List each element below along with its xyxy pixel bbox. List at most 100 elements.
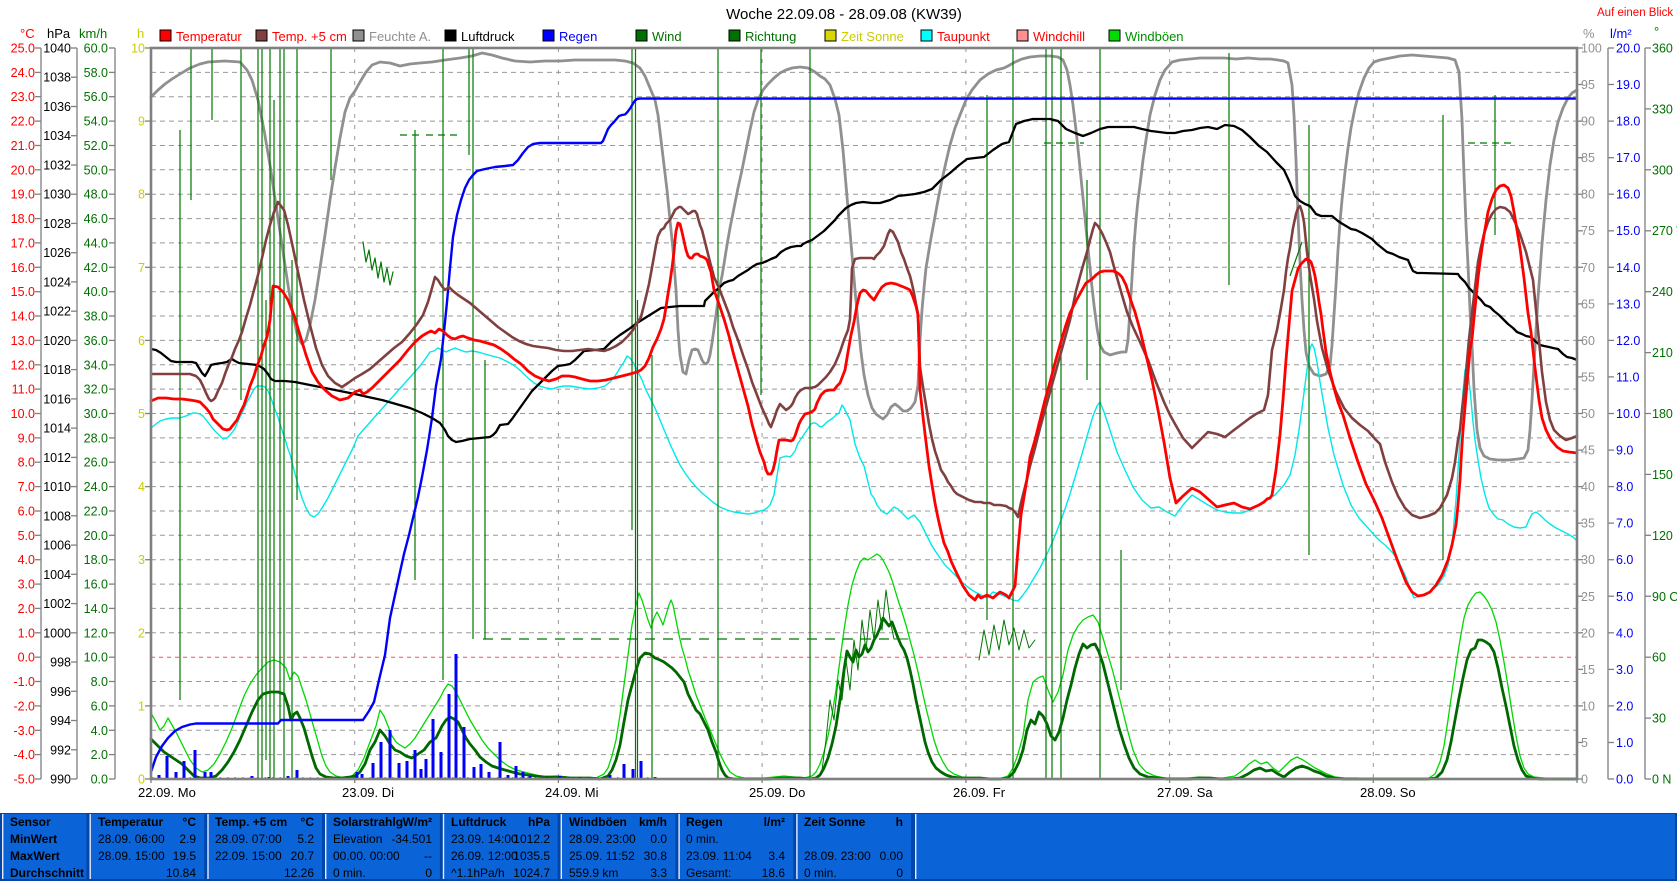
svg-text:Temperatur: Temperatur [176,29,242,44]
svg-text:5.0: 5.0 [18,529,35,543]
svg-text:55: 55 [1581,370,1595,384]
svg-text:992: 992 [50,743,71,757]
svg-text:8.0: 8.0 [1616,480,1633,494]
svg-text:11.0: 11.0 [12,383,35,397]
svg-text:°C: °C [183,815,197,829]
svg-text:3.3: 3.3 [650,866,667,880]
svg-text:Auf einen Blick ...: Auf einen Blick ... [1597,7,1677,19]
svg-text:10: 10 [131,42,145,56]
svg-text:14.0: 14.0 [11,310,35,324]
svg-text:00.00. 00:00: 00.00. 00:00 [333,849,400,863]
svg-text:km/h: km/h [639,815,667,829]
svg-text:°C: °C [20,26,35,41]
svg-text:1020: 1020 [43,334,71,348]
svg-text:1012.2: 1012.2 [513,832,550,846]
svg-text:22.09. 15:00: 22.09. 15:00 [215,849,282,863]
svg-text:18.0: 18.0 [84,553,108,567]
svg-text:l/m²: l/m² [1610,26,1632,41]
svg-text:15.0: 15.0 [11,285,35,299]
svg-text:1036: 1036 [43,100,71,114]
svg-text:23.0: 23.0 [11,90,35,104]
svg-text:330: 330 [1652,102,1673,116]
svg-text:58.0: 58.0 [84,66,108,80]
svg-text:1040: 1040 [43,42,71,56]
svg-text:10.84: 10.84 [166,866,196,880]
svg-text:15: 15 [1581,663,1595,677]
svg-text:36.0: 36.0 [84,334,108,348]
svg-text:Regen: Regen [559,29,597,44]
svg-text:28.09. 07:00: 28.09. 07:00 [215,832,282,846]
svg-text:60: 60 [1581,334,1595,348]
svg-text:h: h [896,815,903,829]
svg-text:4.0: 4.0 [1616,626,1633,640]
svg-text:2.0: 2.0 [18,602,35,616]
svg-text:1006: 1006 [43,539,71,553]
svg-text:42.0: 42.0 [84,261,108,275]
svg-text:994: 994 [50,714,71,728]
svg-text:90: 90 [1581,115,1595,129]
svg-text:300: 300 [1652,163,1673,177]
svg-text:95: 95 [1581,78,1595,92]
svg-text:1026: 1026 [43,246,71,260]
svg-text:12.26: 12.26 [284,866,314,880]
svg-text:65: 65 [1581,297,1595,311]
svg-text:56.0: 56.0 [84,90,108,104]
svg-text:75: 75 [1581,224,1595,238]
svg-text:360 N: 360 N [1652,42,1677,56]
svg-text:14.0: 14.0 [1616,261,1640,275]
svg-text:35: 35 [1581,517,1595,531]
svg-text:8: 8 [138,188,145,202]
svg-text:Solarstrahlg: Solarstrahlg [333,815,403,829]
svg-text:19.0: 19.0 [11,188,35,202]
svg-text:60: 60 [1652,651,1666,665]
svg-text:40: 40 [1581,480,1595,494]
svg-text:24.0: 24.0 [11,66,35,80]
svg-text:Woche 22.09.08 - 28.09.08 (KW3: Woche 22.09.08 - 28.09.08 (KW39) [726,6,962,23]
svg-text:2.0: 2.0 [1616,699,1633,713]
svg-text:80: 80 [1581,188,1595,202]
svg-text:30.8: 30.8 [644,849,668,863]
svg-text:180 S: 180 S [1652,407,1677,421]
svg-text:6.0: 6.0 [91,699,108,713]
svg-text:20.7: 20.7 [291,849,315,863]
svg-text:54.0: 54.0 [84,115,108,129]
svg-text:20.0: 20.0 [84,529,108,543]
svg-text:7.0: 7.0 [1616,517,1633,531]
svg-text:MinWert: MinWert [10,832,57,846]
svg-text:Windböen: Windböen [569,815,627,829]
svg-text:28.09. 23:00: 28.09. 23:00 [804,849,871,863]
svg-text:70: 70 [1581,261,1595,275]
svg-text:1035.5: 1035.5 [513,849,550,863]
svg-text:26.09. Fr: 26.09. Fr [953,785,1006,800]
svg-text:1024: 1024 [43,275,71,289]
svg-text:998: 998 [50,656,71,670]
svg-text:18.0: 18.0 [1616,115,1640,129]
svg-text:9: 9 [138,115,145,129]
svg-text:21.0: 21.0 [11,139,35,153]
svg-text:0: 0 [425,866,432,880]
svg-text:Windchill: Windchill [1033,29,1085,44]
svg-text:1: 1 [138,699,145,713]
svg-text:4.0: 4.0 [91,724,108,738]
svg-text:1028: 1028 [43,217,71,231]
svg-text:19.5: 19.5 [173,849,197,863]
svg-text:10.0: 10.0 [84,651,108,665]
svg-text:20.0: 20.0 [11,163,35,177]
svg-text:1.0: 1.0 [18,626,35,640]
svg-text:1030: 1030 [43,188,71,202]
svg-text:0.0: 0.0 [650,832,667,846]
svg-text:24.09. Mi: 24.09. Mi [545,785,599,800]
svg-text:1038: 1038 [43,71,71,85]
svg-text:-2.0: -2.0 [13,699,35,713]
svg-text:-5.0: -5.0 [13,773,35,787]
svg-text:9.0: 9.0 [1616,444,1633,458]
svg-text:3.0: 3.0 [18,578,35,592]
svg-text:27.09. Sa: 27.09. Sa [1157,785,1213,800]
svg-text:5: 5 [1581,736,1588,750]
svg-text:3: 3 [138,553,145,567]
svg-text:25.0: 25.0 [11,42,35,56]
svg-text:100: 100 [1581,42,1602,56]
svg-text:Elevation: Elevation [333,832,382,846]
svg-text:Regen: Regen [686,815,723,829]
svg-text:28.09. 15:00: 28.09. 15:00 [98,849,165,863]
